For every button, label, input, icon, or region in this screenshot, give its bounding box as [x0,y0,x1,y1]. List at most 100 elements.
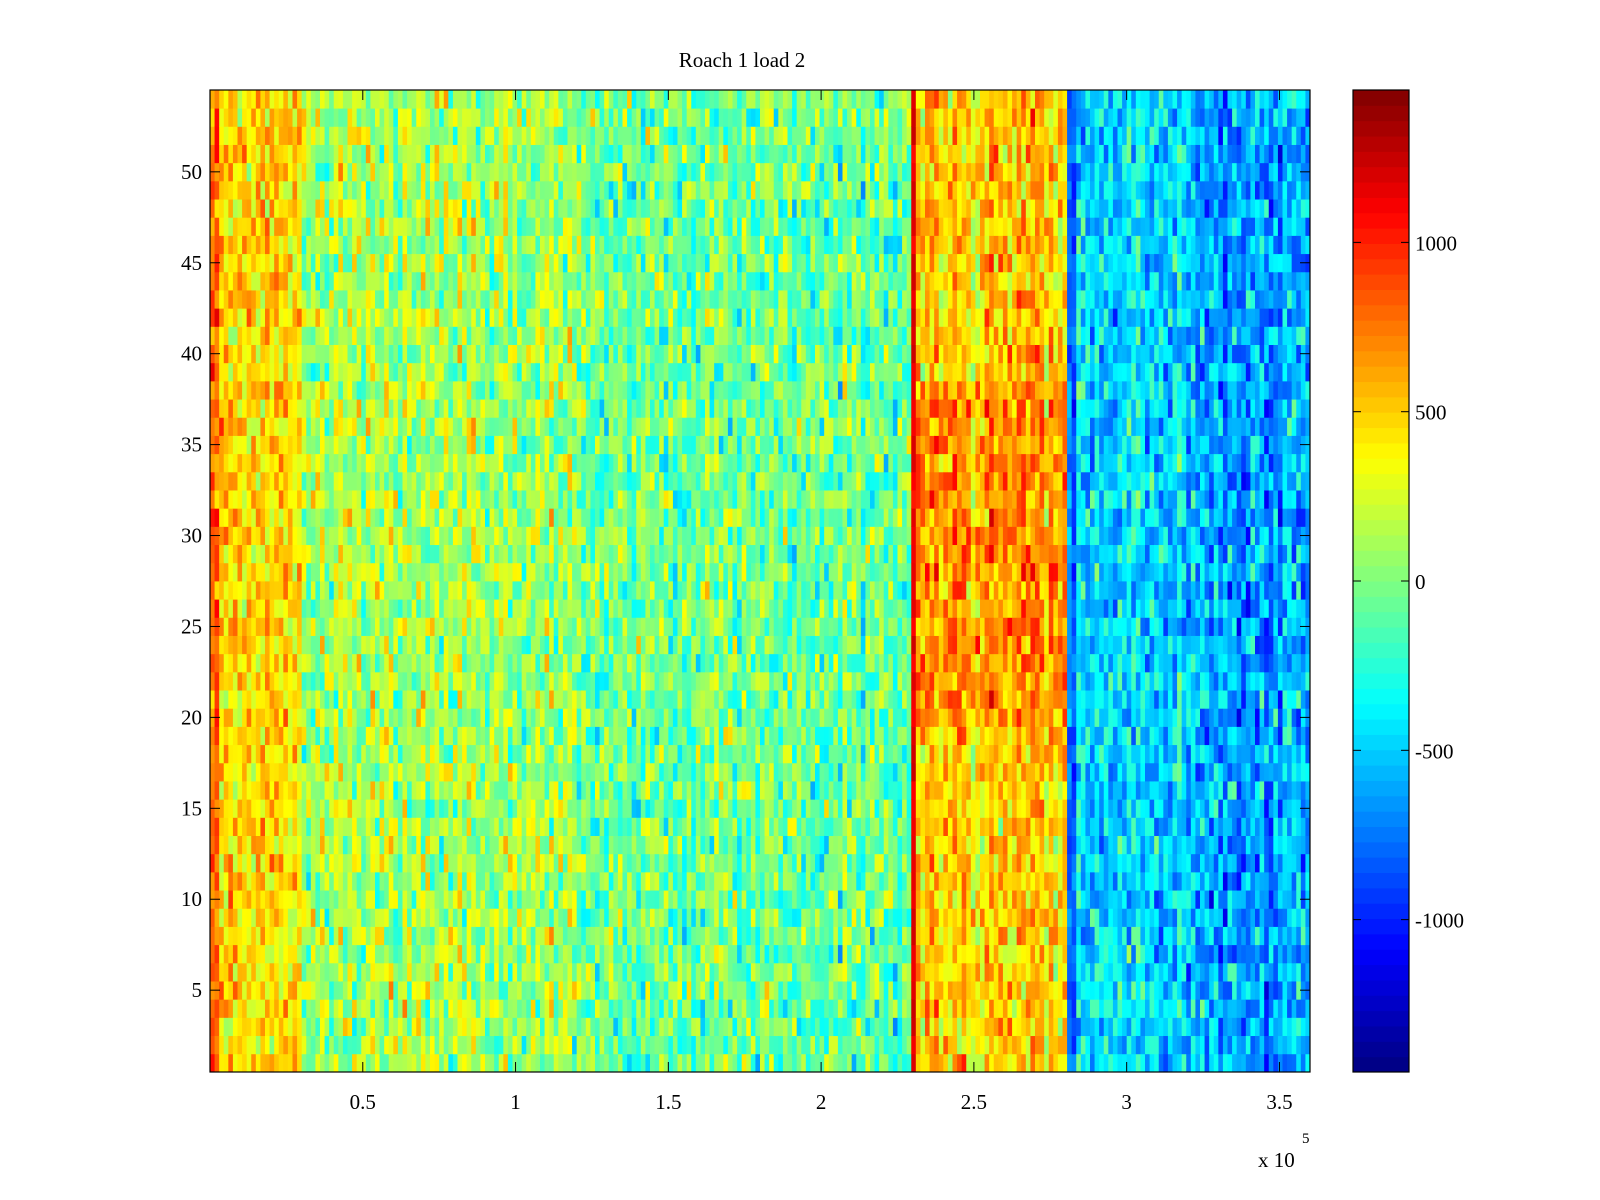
heatmap-cell [599,180,605,200]
heatmap-cell [265,908,270,927]
heatmap-cell [301,817,307,836]
heatmap-cell [416,999,422,1018]
heatmap-cell [292,690,298,709]
heatmap-cell [320,562,325,582]
heatmap-cell [278,326,284,345]
heatmap-cell [457,781,463,800]
heatmap-cell [439,290,445,309]
heatmap-cell [278,781,284,800]
heatmap-cell [434,344,440,364]
heatmap-cell [260,490,266,509]
heatmap-cell [347,981,353,1000]
heatmap-cell [471,817,477,836]
heatmap-cell [232,1017,238,1037]
heatmap-cell [430,144,435,164]
heatmap-cell [471,453,477,473]
heatmap-cell [375,1017,380,1037]
heatmap-cell [388,199,394,218]
heatmap-cell [223,835,229,855]
heatmap-cell [420,199,426,218]
heatmap-cell [361,926,367,946]
heatmap-cell [466,308,472,327]
heatmap-cell [434,308,440,327]
heatmap-cell [540,126,545,145]
heatmap-cell [379,217,385,236]
heatmap-cell [517,90,523,109]
heatmap-cell [274,526,280,546]
heatmap-cell [384,308,390,327]
heatmap-cell [430,962,435,982]
heatmap-cell [301,581,307,600]
heatmap-cell [439,271,445,291]
heatmap-cell [585,853,591,873]
heatmap-cell [494,817,500,836]
heatmap-cell [228,108,234,127]
heatmap-cell [338,108,344,127]
heatmap-cell [223,308,229,327]
heatmap-cell [521,635,527,655]
heatmap-cell [434,217,440,236]
heatmap-cell [540,453,545,473]
heatmap-cell [352,762,358,782]
heatmap-cell [329,962,335,982]
heatmap-cell [301,981,307,1000]
heatmap-cell [540,90,545,109]
heatmap-cell [489,744,495,764]
heatmap-cell [255,271,261,291]
heatmap-cell [489,1035,495,1055]
heatmap-cell [379,526,385,546]
heatmap-cell [310,544,316,564]
heatmap-cell [361,653,367,673]
heatmap-cell [223,399,229,418]
heatmap-cell [297,235,303,255]
heatmap-cell [333,253,339,273]
heatmap-cell [210,108,215,127]
heatmap-cell [237,108,243,127]
heatmap-cell [466,817,472,836]
heatmap-cell [320,544,325,564]
heatmap-cell [617,853,623,873]
heatmap-cell [384,944,390,964]
heatmap-cell [627,562,633,582]
heatmap-cell [315,417,321,436]
heatmap-cell [507,144,513,164]
heatmap-cell [553,380,559,400]
heatmap-cell [265,308,270,327]
heatmap-cell [425,1053,431,1073]
heatmap-cell [462,708,468,727]
heatmap-cell [521,471,527,491]
heatmap-cell [457,944,463,964]
heatmap-cell [251,199,257,218]
heatmap-cell [260,744,266,764]
heatmap-cell [255,708,261,727]
heatmap-cell [420,781,426,800]
heatmap-cell [613,853,619,873]
heatmap-cell [503,1053,509,1073]
heatmap-cell [375,490,380,509]
heatmap-cell [219,290,225,309]
heatmap-cell [617,690,623,709]
heatmap-cell [503,526,509,546]
heatmap-cell [512,926,518,946]
heatmap-cell [342,544,348,564]
heatmap-cell [585,962,591,982]
heatmap-cell [223,108,229,127]
heatmap-cell [333,453,339,473]
heatmap-cell [439,526,445,546]
heatmap-cell [269,435,275,455]
heatmap-cell [430,781,435,800]
heatmap-cell [466,435,472,455]
heatmap-cell [521,1053,527,1073]
heatmap-cell [471,490,477,509]
heatmap-cell [485,871,490,891]
heatmap-cell [384,1035,390,1055]
heatmap-cell [219,253,225,273]
heatmap-cell [287,362,293,382]
heatmap-cell [585,180,591,200]
heatmap-cell [306,926,312,946]
heatmap-cell [439,253,445,273]
heatmap-cell [595,526,600,546]
heatmap-cell [517,799,523,818]
heatmap-cell [480,708,486,727]
heatmap-cell [251,126,257,145]
